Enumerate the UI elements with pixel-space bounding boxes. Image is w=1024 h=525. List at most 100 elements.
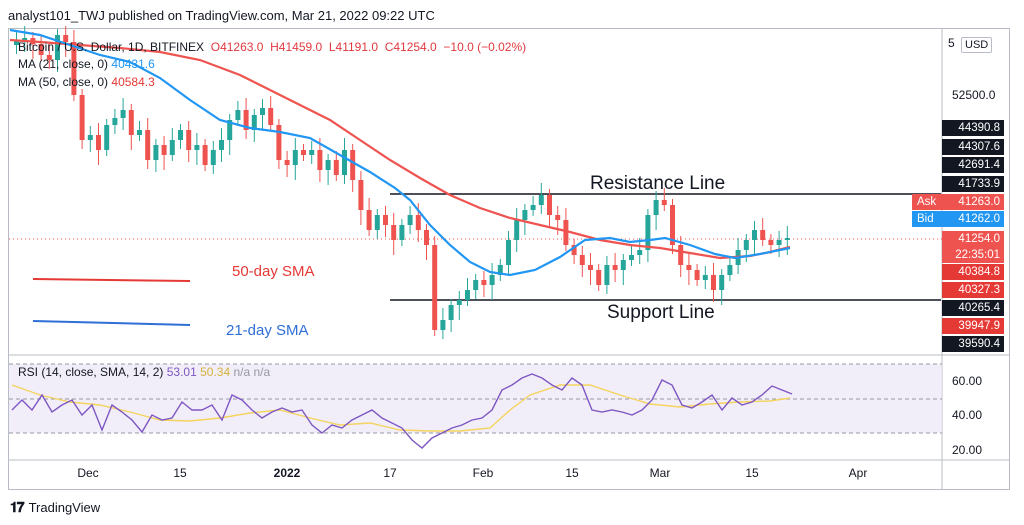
sma50-annotation: 50-day SMA — [232, 263, 315, 280]
ma21-line — [9, 28, 791, 277]
candle-body — [686, 265, 692, 270]
brand-footer[interactable]: 𝟏𝟕 TradingView — [10, 499, 100, 516]
candle-body — [87, 135, 93, 140]
candle-body — [743, 240, 749, 250]
time-tick: 17 — [383, 466, 397, 480]
sma50-legend-line — [32, 278, 191, 282]
candle-body — [358, 180, 364, 210]
candle-body — [678, 245, 684, 265]
price-tag: 41263.0 — [942, 194, 1004, 210]
candle-body — [768, 240, 774, 245]
time-tick: 15 — [745, 466, 759, 480]
time-tick: Feb — [472, 466, 494, 480]
candle-body — [79, 95, 85, 140]
candle-body — [268, 108, 274, 125]
candle-body — [178, 130, 183, 140]
candle-body — [38, 44, 44, 55]
candle-body — [342, 150, 347, 175]
candle-body — [169, 140, 175, 155]
candle-body — [555, 215, 561, 220]
price-tag: 41733.9 — [942, 176, 1004, 192]
candle-body — [104, 125, 110, 150]
rsi-tick-40: 40.00 — [952, 408, 983, 422]
candle-body — [481, 280, 487, 285]
candle-body — [719, 275, 725, 290]
price-tag: 44390.8 — [942, 120, 1004, 136]
candle-body — [702, 275, 708, 280]
rsi-legend[interactable]: RSI (14, close, SMA, 14, 2) 53.01 50.34 … — [18, 365, 270, 379]
low-value: L41191.0 — [328, 40, 379, 54]
ma21-value: 40431.6 — [111, 57, 155, 71]
candle-body — [711, 275, 716, 290]
candle-body — [530, 205, 536, 210]
open-value: O41263.0 — [210, 40, 264, 54]
close-value: C41254.0 — [384, 40, 437, 54]
time-tick: Mar — [649, 466, 671, 480]
price-tick-top: 5 — [948, 36, 955, 50]
candle-body — [350, 150, 356, 180]
candle-body — [120, 110, 126, 118]
candle-body — [243, 110, 249, 130]
candle-body — [399, 225, 405, 240]
candle-body — [653, 200, 659, 215]
candle-body — [374, 215, 380, 230]
price-tag: 41254.0 — [942, 231, 1004, 247]
rsi-sma-value: 50.34 — [200, 365, 231, 379]
candle-body — [407, 215, 413, 225]
rsi-sma-line — [11, 384, 791, 432]
candle-body — [251, 115, 257, 130]
ma50-label: MA (50, close, 0) — [18, 75, 109, 89]
time-tick: 15 — [565, 466, 579, 480]
ma21-legend[interactable]: MA (21, close, 0) 40431.6 — [18, 57, 155, 71]
candle-body — [219, 140, 224, 150]
rsi-value: 53.01 — [166, 365, 197, 379]
candle-body — [506, 240, 511, 265]
candle-body — [596, 270, 602, 285]
candle-body — [366, 210, 372, 230]
candle-body — [752, 230, 757, 240]
bid-label: Bid — [912, 211, 942, 227]
price-tag: 44307.6 — [942, 139, 1004, 155]
chart-frame — [8, 28, 1010, 490]
time-tick: 15 — [173, 466, 187, 480]
candle-body — [784, 238, 790, 240]
candle-body — [317, 150, 323, 170]
rsi-label: RSI (14, close, SMA, 14, 2) — [18, 365, 164, 379]
candle-body — [604, 265, 610, 285]
candle-body — [448, 305, 454, 320]
candle-body — [128, 110, 134, 135]
candle-body — [145, 130, 151, 160]
candle-body — [276, 125, 282, 160]
candle-body — [440, 320, 446, 330]
ma50-legend[interactable]: MA (50, close, 0) 40584.3 — [18, 75, 155, 89]
candle-body — [309, 150, 315, 155]
candle-body — [645, 215, 651, 250]
candle-body — [497, 265, 503, 275]
candle-body — [694, 270, 700, 280]
sma21-legend-line — [32, 320, 191, 326]
candle-body — [571, 245, 577, 255]
ma50-value: 40584.3 — [111, 75, 155, 89]
brand-name: TradingView — [28, 500, 101, 515]
candle-body — [391, 225, 397, 240]
candle-body — [473, 280, 479, 290]
candle-body — [301, 150, 306, 155]
candle-body — [579, 255, 585, 265]
candle-body — [227, 120, 233, 140]
price-tag: 39590.4 — [942, 336, 1004, 352]
symbol-title[interactable]: Bitcoin / U.S. Dollar, 1D, BITFINEX — [18, 40, 205, 54]
price-tag: 41262.0 — [942, 211, 1004, 227]
candle-body — [588, 265, 593, 270]
rsi-line — [11, 373, 793, 449]
candle-body — [776, 240, 782, 245]
rsi-na-values: n/a n/a — [233, 365, 271, 379]
candle-body — [202, 145, 208, 165]
currency-button[interactable]: USD — [961, 37, 993, 53]
candle-body — [514, 220, 520, 240]
publisher-header: analyst101_TWJ published on TradingView.… — [8, 8, 435, 23]
price-tag: 39947.9 — [942, 318, 1004, 334]
candle-body — [760, 230, 766, 240]
tradingview-logo-icon: 𝟏𝟕 — [10, 499, 25, 515]
ohlc-legend: Bitcoin / U.S. Dollar, 1D, BITFINEX O412… — [18, 40, 526, 54]
